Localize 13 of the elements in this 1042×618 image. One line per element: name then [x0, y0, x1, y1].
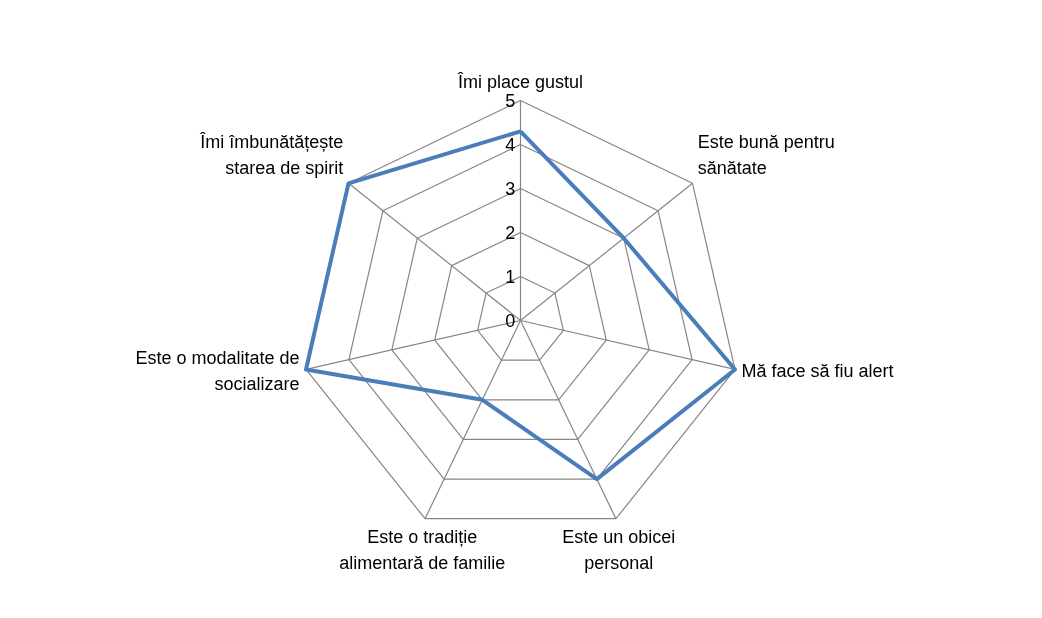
y-tick-label: 3 [505, 179, 516, 199]
spoke-label: Este bună pentru sănătate [697, 131, 835, 178]
y-tick-label: 0 [505, 311, 516, 331]
spoke-label: Îmi place gustul [456, 71, 584, 92]
spoke-label: Este o tradiție alimentară de familie [339, 526, 506, 573]
y-tick-label: 2 [505, 223, 516, 243]
y-tick-label: 1 [505, 267, 516, 287]
spoke-label: Mă face să fiu alert [741, 361, 894, 382]
y-tick-label: 5 [505, 91, 516, 111]
y-tick-label: 4 [505, 135, 516, 155]
spoke-label: Este un obicei personal [562, 526, 676, 573]
spoke-label: Îmi îmbunătățește starea de spirit [199, 131, 344, 178]
spoke-label: Este o modalitate de socializare [135, 348, 300, 395]
